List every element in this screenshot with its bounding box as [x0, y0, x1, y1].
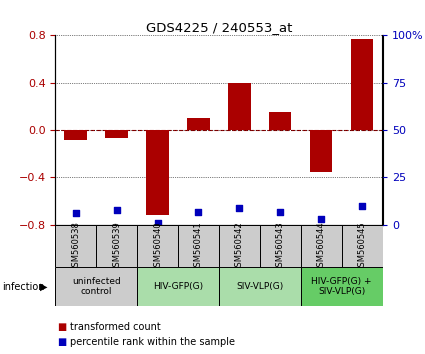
Bar [187, 118, 210, 130]
Text: ■: ■ [57, 322, 67, 332]
Text: GSM560539: GSM560539 [112, 221, 121, 272]
Text: HIV-GFP(G): HIV-GFP(G) [153, 282, 203, 291]
Bar [55, 225, 96, 267]
Bar [178, 225, 219, 267]
Bar [137, 267, 219, 306]
Text: uninfected
control: uninfected control [72, 277, 121, 296]
Title: GDS4225 / 240553_at: GDS4225 / 240553_at [146, 21, 292, 34]
Bar [65, 130, 87, 139]
Text: GSM560541: GSM560541 [194, 221, 203, 272]
Bar [300, 267, 382, 306]
Point [318, 216, 325, 222]
Text: GSM560540: GSM560540 [153, 221, 162, 272]
Point [113, 207, 120, 212]
Bar [228, 83, 251, 130]
Point [359, 203, 366, 209]
Bar [260, 225, 300, 267]
Text: SIV-VLP(G): SIV-VLP(G) [236, 282, 283, 291]
Point [277, 209, 283, 215]
Point [236, 205, 243, 211]
Bar [55, 267, 137, 306]
Text: ■: ■ [57, 337, 67, 347]
Text: GSM560538: GSM560538 [71, 221, 80, 272]
Point [72, 211, 79, 216]
Text: infection: infection [2, 282, 45, 292]
Text: ▶: ▶ [40, 282, 47, 292]
Point [195, 209, 202, 215]
Bar [310, 130, 332, 172]
Bar [137, 225, 178, 267]
Bar [300, 225, 342, 267]
Bar [342, 225, 383, 267]
Bar [146, 130, 169, 215]
Bar [105, 130, 128, 138]
Text: GSM560542: GSM560542 [235, 221, 244, 272]
Bar [269, 112, 292, 130]
Text: GSM560543: GSM560543 [276, 221, 285, 272]
Text: GSM560545: GSM560545 [357, 221, 366, 272]
Point [154, 220, 161, 226]
Bar [96, 225, 137, 267]
Bar [219, 225, 260, 267]
Text: GSM560544: GSM560544 [317, 221, 326, 272]
Text: percentile rank within the sample: percentile rank within the sample [70, 337, 235, 347]
Bar [219, 267, 300, 306]
Text: HIV-GFP(G) +
SIV-VLP(G): HIV-GFP(G) + SIV-VLP(G) [312, 277, 372, 296]
Bar [351, 39, 373, 130]
Text: transformed count: transformed count [70, 322, 161, 332]
